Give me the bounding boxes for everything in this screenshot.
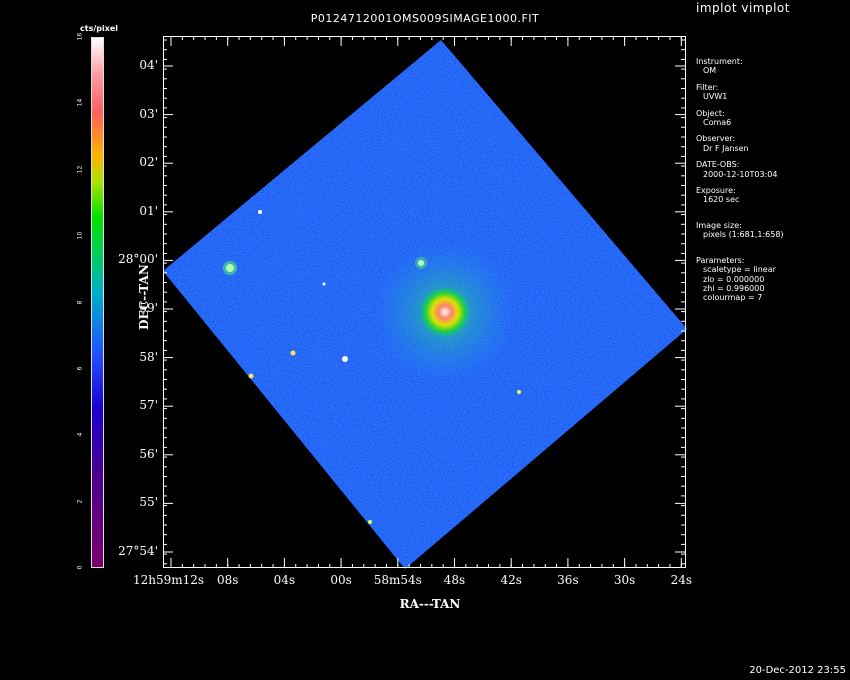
instrument-value: OM <box>703 66 717 76</box>
y-tick-label: 28°00' <box>118 252 158 267</box>
instrument-key: Instrument: <box>696 57 743 66</box>
param-colourmap: colourmap = 7 <box>703 293 763 303</box>
y-axis-label: DEC--TAN <box>137 264 151 330</box>
axis-ticks <box>163 36 685 568</box>
y-tick-label: 57' <box>139 398 158 413</box>
filter-value: UVW1 <box>703 92 728 102</box>
y-tick-label: 59' <box>139 301 158 315</box>
y-tick-label: 02' <box>139 155 158 170</box>
param-scaletype: scaletype = linear <box>703 265 776 275</box>
object-key: Object: <box>696 108 725 118</box>
exposure-key: Exposure: <box>696 186 736 196</box>
exposure-value: 1620 sec <box>703 195 740 205</box>
x-tick-label: 30s <box>613 573 636 587</box>
star-sources <box>223 210 521 524</box>
x-tick-label: 58m54s <box>373 573 422 587</box>
tool-name: implot vimplot <box>696 1 790 15</box>
y-tick-label: 03' <box>139 106 158 121</box>
params-key: Parameters: <box>696 255 745 265</box>
imagesize-value: pixels (1:681,1:658) <box>703 230 784 240</box>
x-tick-label: 36s <box>557 573 579 587</box>
x-tick-label: 48s <box>443 573 466 587</box>
x-tick-label: 24s <box>670 573 693 587</box>
date-key: DATE-OBS: <box>696 160 740 170</box>
observer-value: Dr F Jansen <box>703 143 749 153</box>
colorbar <box>91 37 104 568</box>
param-zhi: zhi = 0.996000 <box>703 283 765 293</box>
y-tick-label: 56' <box>139 446 158 461</box>
x-axis-label: RA---TAN <box>399 597 461 611</box>
object-value: Coma6 <box>703 118 732 128</box>
filter-key: Filter: <box>696 82 719 92</box>
date-value: 2000-12-10T03:04 <box>703 169 778 179</box>
plot-title: P0124712001OMS009SIMAGE1000.FIT <box>310 12 540 25</box>
y-tick-label: 27°54' <box>118 544 158 558</box>
y-tick-label: 01' <box>139 203 158 218</box>
colorbar-unit-label: cts/pixel <box>80 24 119 33</box>
x-tick-label: 42s <box>500 573 522 587</box>
imagesize-key: Image size: <box>696 220 742 230</box>
observer-key: Observer: <box>696 134 736 144</box>
info-panel: Instrument: OM Filter: UVW1 Object: Coma… <box>696 57 784 303</box>
x-tick-label: 00s <box>330 573 352 587</box>
x-tick-label: 08s <box>216 573 239 587</box>
y-tick-label: 04' <box>139 58 158 72</box>
x-tick-label: 12h59m12s <box>133 573 205 587</box>
y-tick-label: 55' <box>139 495 158 510</box>
datestamp: 20-Dec-2012 23:55 <box>749 665 846 676</box>
param-zlo: zlo = 0.000000 <box>703 274 765 284</box>
x-tick-label: 04s <box>273 573 296 587</box>
y-tick-label: 58' <box>139 349 158 364</box>
